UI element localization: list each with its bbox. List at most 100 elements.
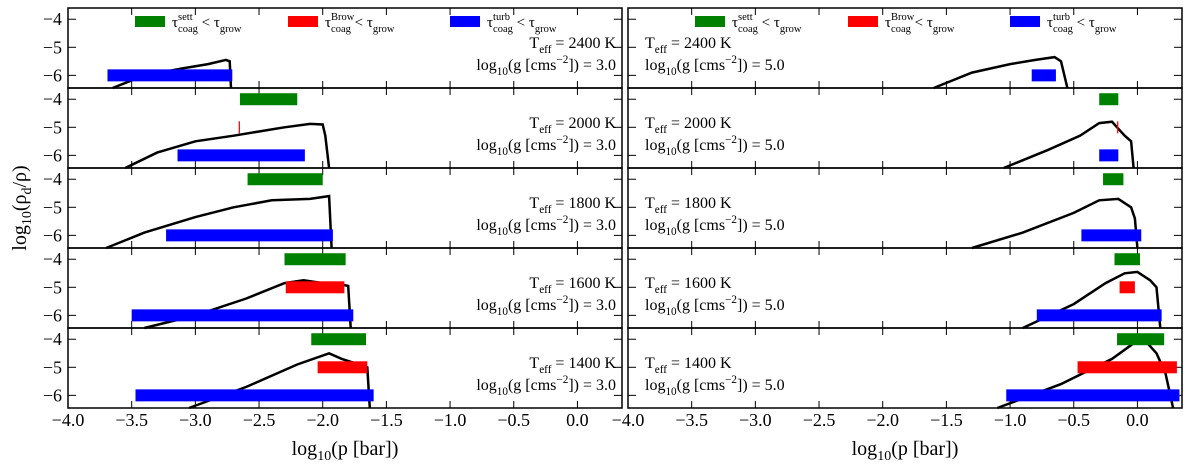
x-tick-label: −3.5 [675,410,708,430]
text-part: log [645,377,665,394]
legend-swatch [450,16,480,27]
legend-swatch [288,16,318,27]
text-part: = 2000 K [667,115,732,132]
timescale-bar [1077,361,1177,374]
timescale-bar [247,173,323,186]
text-part: (g [cms [508,377,556,394]
text-part: eff [655,204,667,216]
legend-swatch [135,16,165,27]
x-tick-label: −0.5 [1057,410,1090,430]
text-part: (g [cms [677,57,725,74]
text-part: ]) = 5.0 [737,377,785,394]
text-part: grow [535,24,557,35]
text-part: (p [bar]) [891,438,958,460]
y-tick-label: −6 [43,385,62,405]
y-tick-label: −6 [43,145,62,165]
text-part: (g [cms [677,377,725,394]
text-part: T [645,195,655,212]
text-part: sett [178,12,193,23]
x-tick-label: −1.0 [994,410,1027,430]
timescale-bar [1036,309,1162,322]
text-part: −2 [725,214,737,226]
text-part: = 1600 K [551,275,616,292]
logg-label: log10(g [cms−2]) = 5.0 [645,374,785,398]
x-tick-label: −4.0 [612,410,645,430]
text-part: log [476,57,496,74]
profile-curve [1003,120,1135,170]
text-part: 10 [665,226,677,238]
text-part: 10 [497,386,509,398]
text-part: ]) = 5.0 [737,217,785,234]
text-part: = 1800 K [551,195,616,212]
x-tick-label: 0.0 [566,410,589,430]
text-part: 10 [497,306,509,318]
text-part: 10 [877,449,891,464]
legend-label: τsett coag < τgrow [732,12,802,35]
text-part: eff [539,364,551,376]
teff-label: Teff = 2400 K [529,35,616,56]
y-tick-label: −5 [43,277,62,297]
x-axis-label: log10(p [bar]) [852,438,959,464]
legend-swatch [695,16,725,27]
text-part: grow [780,24,802,35]
y-tick-label: −6 [43,305,62,325]
text-part: T [529,35,539,52]
text-part: τ [487,15,493,31]
text-part: T [529,195,539,212]
text-part: (g [cms [508,137,556,154]
text-part: (g [cms [508,57,556,74]
x-axis-label: log10(p [bar]) [292,438,399,464]
text-part: T [529,275,539,292]
text-part: < τ [351,15,373,31]
teff-label: Teff = 1400 K [645,355,732,376]
text-part: T [645,115,655,132]
timescale-bar [311,333,367,346]
x-tick-label: −1.0 [434,410,467,430]
x-tick-label: 0.0 [1126,410,1149,430]
y-tick-label: −4 [43,169,62,189]
teff-label: Teff = 1800 K [645,195,732,216]
y-tick-label: −4 [43,249,62,269]
text-part: grow [373,24,395,35]
y-tick-label: −5 [43,357,62,377]
teff-label: Teff = 2000 K [645,115,732,136]
timescale-bar [1099,149,1119,162]
timescale-bar [284,253,346,266]
legend-label: τturb coag < τgrow [487,12,557,35]
timescale-bar [1099,93,1119,106]
teff-label: Teff = 1600 K [529,275,616,296]
text-part: −2 [725,134,737,146]
timescale-bar [166,229,333,242]
text-part: log [9,225,31,251]
text-part: (g [cms [677,297,725,314]
text-part: 10 [665,66,677,78]
timescale-bar [1006,389,1180,402]
y-tick-label: −6 [43,225,62,245]
text-part: −2 [556,54,568,66]
legend-label: τturb coag < τgrow [1047,12,1117,35]
legend-label: τsett coag < τgrow [172,12,242,35]
text-part: ]) = 5.0 [737,57,785,74]
text-part: log [476,297,496,314]
logg-label: log10(g [cms−2]) = 5.0 [645,214,785,238]
text-part: coag [493,24,514,35]
text-part: τ [325,15,331,31]
text-part: = 2400 K [667,35,732,52]
text-part: /ρ) [9,165,31,187]
text-part: = 1400 K [667,355,732,372]
text-part: −2 [725,54,737,66]
text-part: ]) = 5.0 [737,297,785,314]
text-part: grow [933,24,955,35]
logg-label: log10(g [cms−2]) = 3.0 [476,134,616,158]
timescale-bar [135,389,374,402]
text-part: 10 [497,66,509,78]
logg-label: log10(g [cms−2]) = 5.0 [645,294,785,318]
text-part: sett [738,12,753,23]
timescale-bar [1114,253,1140,266]
text-part: T [529,355,539,372]
text-part: = 1800 K [667,195,732,212]
y-tick-label: −5 [43,37,62,57]
timescale-bar [1117,121,1119,134]
timescale-bar [131,309,354,322]
